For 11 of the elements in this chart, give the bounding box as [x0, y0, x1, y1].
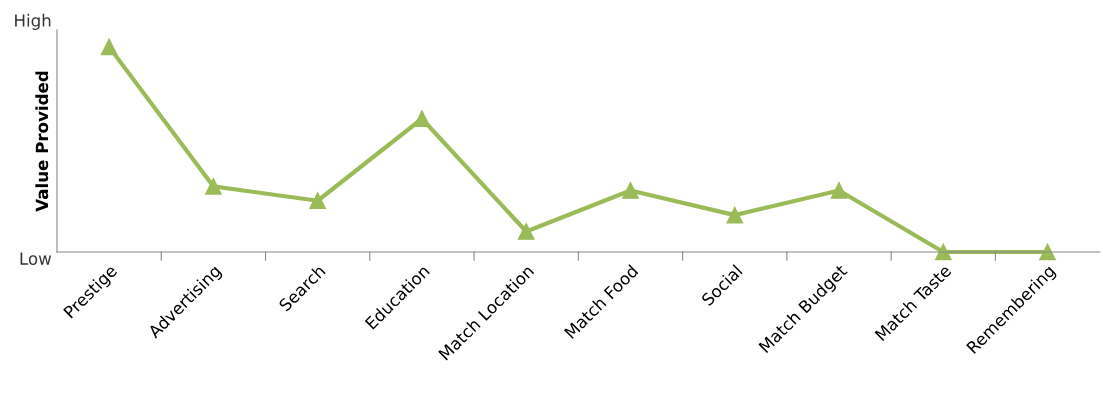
point	[205, 178, 222, 195]
y-axis-title: Value Provided	[35, 71, 49, 212]
text: High	[15, 13, 51, 30]
point	[413, 110, 431, 128]
point	[726, 206, 744, 224]
text: Low	[20, 252, 52, 265]
point	[622, 182, 639, 199]
point	[309, 192, 327, 210]
point	[517, 223, 535, 240]
point	[100, 38, 118, 56]
point	[830, 182, 848, 199]
